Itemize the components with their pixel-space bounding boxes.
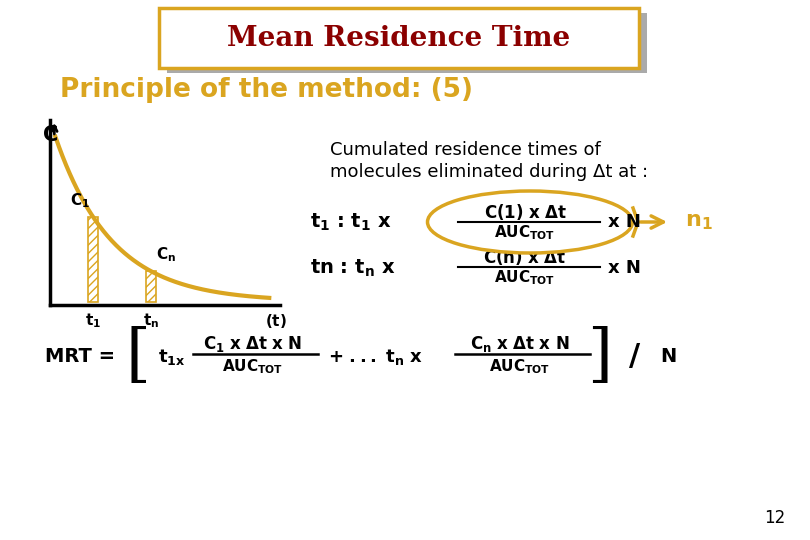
Text: $\mathbf{t_1}$ : $\mathbf{t_1}$ x: $\mathbf{t_1}$ : $\mathbf{t_1}$ x: [310, 211, 391, 233]
Text: $\mathbf{tn}$ : $\mathbf{t_n}$ x: $\mathbf{tn}$ : $\mathbf{t_n}$ x: [310, 258, 395, 279]
Bar: [146, 271, 156, 302]
Text: $\mathbf{t_1}$: $\mathbf{t_1}$: [85, 312, 101, 330]
Text: N: N: [660, 348, 676, 367]
Text: C: C: [44, 125, 58, 145]
Text: $\mathbf{C_1\ x\ \Delta t\ x\ N}$: $\mathbf{C_1\ x\ \Delta t\ x\ N}$: [203, 334, 303, 354]
Text: $\mathbf{C_n}$: $\mathbf{C_n}$: [156, 246, 176, 265]
FancyBboxPatch shape: [167, 13, 647, 73]
Text: $\mathbf{AUC_{TOT}}$: $\mathbf{AUC_{TOT}}$: [494, 224, 556, 242]
Text: Principle of the method: (5): Principle of the method: (5): [60, 77, 473, 103]
Text: MRT =: MRT =: [45, 348, 115, 367]
Ellipse shape: [428, 191, 633, 253]
Bar: [88, 217, 98, 302]
Text: $\mathbf{C(n)\ x\ \Delta t}$: $\mathbf{C(n)\ x\ \Delta t}$: [484, 247, 567, 267]
Text: $\mathbf{t_{1x}}$: $\mathbf{t_{1x}}$: [158, 347, 185, 367]
Text: $\mathbf{AUC_{TOT}}$: $\mathbf{AUC_{TOT}}$: [494, 268, 556, 287]
Text: $\mathbf{n_1}$: $\mathbf{n_1}$: [685, 212, 713, 232]
Text: [: [: [126, 327, 151, 388]
Text: $\mathbf{AUC_{TOT}}$: $\mathbf{AUC_{TOT}}$: [223, 357, 284, 376]
Text: $\mathbf{t_n}$: $\mathbf{t_n}$: [143, 312, 159, 330]
Text: $\mathbf{AUC_{TOT}}$: $\mathbf{AUC_{TOT}}$: [489, 357, 551, 376]
Text: 12: 12: [765, 509, 786, 527]
Text: $\mathbf{C(1)\ x\ \Delta t}$: $\mathbf{C(1)\ x\ \Delta t}$: [484, 202, 566, 222]
Text: molecules eliminated during Δt at :: molecules eliminated during Δt at :: [330, 163, 648, 181]
Text: ]: ]: [587, 327, 612, 388]
Text: Mean Residence Time: Mean Residence Time: [228, 24, 570, 51]
Text: x N: x N: [608, 213, 641, 231]
Text: Cumulated residence times of: Cumulated residence times of: [330, 141, 601, 159]
Text: x N: x N: [608, 259, 641, 277]
FancyBboxPatch shape: [159, 8, 639, 68]
Text: $\mathbf{+\ ...\ t_n\ x}$: $\mathbf{+\ ...\ t_n\ x}$: [328, 347, 424, 367]
Text: $\mathbf{(t)}$: $\mathbf{(t)}$: [265, 312, 287, 330]
Text: /: /: [629, 342, 641, 372]
Text: $\mathbf{C_1}$: $\mathbf{C_1}$: [70, 191, 90, 210]
Text: $\mathbf{C_n\ x\ \Delta t\ x\ N}$: $\mathbf{C_n\ x\ \Delta t\ x\ N}$: [471, 334, 569, 354]
